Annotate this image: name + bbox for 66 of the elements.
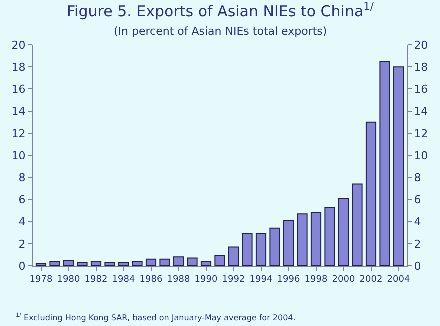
- chart-title: Figure 5. Exports of Asian NIEs to China$^{1/}$: [67, 1, 374, 20]
- bar: [366, 122, 377, 266]
- y2-tick-label: 18: [414, 60, 428, 74]
- x-tick-label: 1990: [194, 274, 218, 285]
- bar: [50, 261, 60, 266]
- y-tick-label: 18: [12, 60, 26, 74]
- bar: [338, 198, 350, 266]
- bar: [36, 263, 47, 266]
- y2-tick-label: 10: [414, 149, 428, 162]
- x-tick-label: 1978: [30, 274, 53, 285]
- y2-tick-label: 8: [414, 171, 422, 184]
- bar: [90, 261, 102, 266]
- y-tick-label: 20: [12, 38, 26, 52]
- bar: [132, 261, 143, 266]
- text: $^{1/}$ Excluding Hong Kong SAR, based on January-May average for 2004.: [16, 312, 296, 322]
- bar: [270, 228, 280, 266]
- x-tick-label: 2002: [360, 274, 383, 285]
- bar: [77, 262, 88, 266]
- bar: [118, 262, 130, 266]
- bar: [214, 256, 226, 266]
- y2-tick-label: 16: [414, 83, 428, 96]
- x-tick-label: 1986: [140, 274, 163, 285]
- bar: [242, 233, 253, 266]
- chart-subtitle: (In percent of Asian NIEs total exports): [114, 25, 328, 38]
- y2-tick-label: 14: [414, 105, 428, 118]
- y-tick-label: 4: [18, 216, 26, 229]
- bar: [256, 233, 267, 266]
- bar: [393, 66, 404, 266]
- bar: [310, 212, 322, 266]
- bar: [200, 261, 212, 266]
- bar: [283, 220, 294, 266]
- y-tick-label: 10: [12, 149, 26, 162]
- x-tick-label: 1998: [304, 274, 328, 285]
- y-tick-label: 16: [12, 83, 26, 96]
- y2-tick-label: 6: [414, 194, 422, 207]
- y-tick-label: 12: [12, 127, 26, 140]
- bar: [146, 258, 157, 266]
- y-tick-label: 0: [18, 260, 26, 273]
- x-tick-label: 1994: [250, 274, 273, 285]
- y-tick-label: 14: [12, 105, 26, 118]
- bar: [160, 258, 170, 266]
- bar: [104, 262, 116, 266]
- bar: [324, 206, 336, 266]
- y-tick-label: 6: [18, 194, 26, 207]
- x-tick-label: 1980: [57, 274, 80, 285]
- bar: [228, 246, 240, 266]
- x-tick-label: 1984: [112, 274, 136, 285]
- y-tick-label: 2: [18, 238, 26, 251]
- x-tick-label: 1982: [84, 274, 108, 285]
- bar: [297, 214, 308, 266]
- bar: [173, 256, 184, 266]
- y2-tick-label: 12: [414, 127, 428, 140]
- y2-tick-label: 2: [414, 238, 422, 251]
- y2-tick-label: 20: [414, 38, 428, 52]
- bar: [380, 61, 390, 266]
- bar: [63, 260, 74, 266]
- x-tick-label: 1996: [277, 274, 300, 285]
- x-tick-label: 2000: [332, 274, 356, 285]
- bar: [352, 184, 363, 266]
- x-tick-label: 1992: [222, 274, 246, 285]
- y2-tick-label: 0: [414, 260, 422, 273]
- x-tick-label: 2004: [387, 274, 410, 285]
- bar: [187, 258, 198, 266]
- y2-tick-label: 4: [414, 216, 422, 229]
- x-tick-label: 1988: [167, 274, 190, 285]
- y-tick-label: 8: [18, 171, 26, 184]
